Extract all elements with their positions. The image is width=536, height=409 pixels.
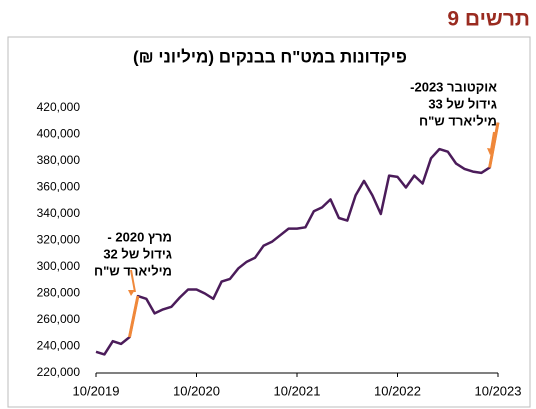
- y-tick-label: 320,000: [37, 233, 81, 247]
- x-tick-label: 10/2021: [274, 383, 321, 398]
- x-tick-label: 10/2022: [374, 383, 421, 398]
- annotation: אוקטובר 2023-: [410, 79, 497, 94]
- y-tick-label: 240,000: [37, 339, 81, 353]
- annotation: מרץ 2020 -: [107, 229, 172, 244]
- y-tick-label: 420,000: [37, 100, 81, 114]
- line-series: [95, 122, 500, 356]
- annotation-arrowhead: [128, 290, 135, 296]
- line-series: [128, 122, 500, 338]
- annotation: גידול של 32: [103, 246, 172, 261]
- annotation: מיליארד ש"ח: [94, 263, 172, 278]
- y-tick-label: 380,000: [37, 153, 81, 167]
- figure-number: תרשים 9: [447, 8, 530, 31]
- x-tick-label: 10/2023: [475, 383, 522, 398]
- chart-title: פיקדונות במט"ח בבנקים (מיליוני ₪): [133, 47, 407, 66]
- y-tick-label: 220,000: [37, 365, 81, 379]
- annotation-arrow: [130, 269, 136, 293]
- annotation: גידול של 33: [428, 96, 497, 111]
- y-tick-label: 360,000: [37, 180, 81, 194]
- y-tick-label: 300,000: [37, 259, 81, 273]
- y-tick-label: 340,000: [37, 206, 81, 220]
- x-tick-label: 10/2020: [173, 383, 220, 398]
- chart-frame: [7, 36, 531, 408]
- y-tick-label: 280,000: [37, 286, 81, 300]
- annotation-arrow: [490, 131, 495, 151]
- y-tick-label: 260,000: [37, 312, 81, 326]
- y-tick-label: 400,000: [37, 127, 81, 141]
- annotation: מיליארד ש"ח: [419, 113, 497, 128]
- x-tick-label: 10/2019: [73, 383, 120, 398]
